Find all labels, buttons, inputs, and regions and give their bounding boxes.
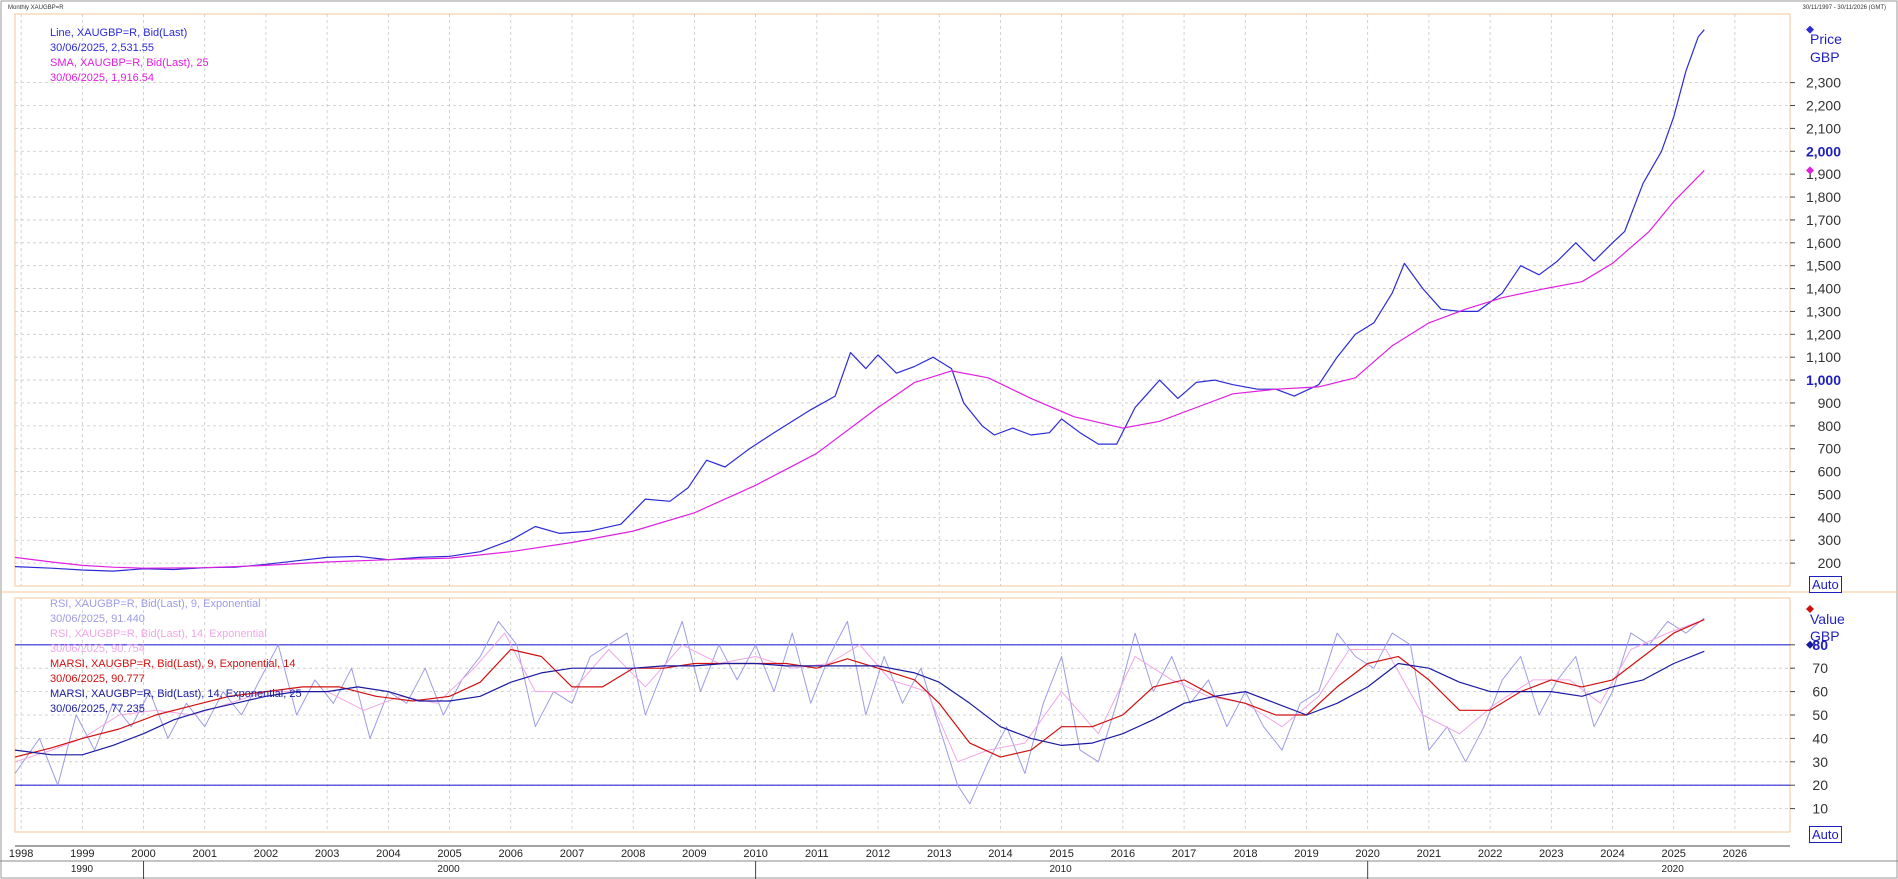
price-y-tick-label: 2,200 [1806, 98, 1841, 114]
legend-entry: MARSI, XAUGBP=R, Bid(Last), 9, Exponenti… [50, 658, 296, 670]
price-y-tick-label: 1,800 [1806, 189, 1841, 205]
x-tick-label: 2022 [1478, 848, 1502, 860]
x-tick-label: 2023 [1539, 848, 1563, 860]
price-y-tick-label: 2,300 [1806, 75, 1841, 91]
price-y-tick-label: 300 [1818, 532, 1842, 548]
last-value-marker [1806, 166, 1814, 175]
price-y-tick-label: 900 [1818, 395, 1842, 411]
rsi-y-tick-label: 60 [1812, 684, 1828, 700]
x-tick-label: 2000 [131, 848, 155, 860]
price-legend: Line, XAUGBP=R, Bid(Last) 30/06/2025, 2,5… [50, 26, 209, 86]
date-range-label: 30/11/1997 - 30/11/2026 (GMT) [1802, 5, 1887, 11]
legend-entry: 30/06/2025, 2,531.55 [50, 42, 154, 54]
price-y-tick-label: 1,400 [1806, 281, 1841, 297]
price-y-tick-label: 1,000 [1806, 372, 1841, 388]
price-auto-scale-button[interactable]: Auto [1809, 576, 1842, 593]
rsi-y-tick-label: 10 [1812, 801, 1828, 817]
series-line-line [14, 29, 1705, 572]
x-tick-label: 2006 [499, 848, 523, 860]
price-y-tick-label: 600 [1818, 464, 1842, 480]
price-y-tick-label: 400 [1818, 509, 1842, 525]
price-y-tick-label: 1,900 [1806, 166, 1841, 182]
price-axis-unit: GBP [1810, 49, 1840, 65]
rsi-y-tick-label: 30 [1812, 754, 1828, 770]
series-line-marsi [14, 650, 1705, 756]
price-y-tick-label: 1,200 [1806, 326, 1841, 342]
price-y-tick-label: 700 [1818, 441, 1842, 457]
price-y-tick-label: 1,700 [1806, 212, 1841, 228]
price-y-tick-label: 1,600 [1806, 235, 1841, 251]
price-axis-title: Price [1810, 31, 1842, 47]
decade-label: 2010 [1049, 864, 1072, 875]
x-tick-label: 2025 [1661, 848, 1685, 860]
x-tick-label: 2008 [621, 848, 645, 860]
x-tick-label: 2012 [866, 848, 890, 860]
rsi-y-tick-label: 40 [1812, 730, 1828, 746]
x-tick-label: 2009 [682, 848, 706, 860]
x-tick-label: 2005 [437, 848, 461, 860]
rsi-y-tick-label: 50 [1812, 707, 1828, 723]
decade-label: 2020 [1662, 864, 1685, 875]
x-tick-label: 2013 [927, 848, 951, 860]
price-y-tick-label: 1,300 [1806, 303, 1841, 319]
rsi-last-value-marker [1806, 605, 1814, 614]
legend-entry: 30/06/2025, 90.777 [50, 673, 145, 685]
rsi-legend: RSI, XAUGBP=R, Bid(Last), 9, Exponential… [50, 597, 302, 717]
rsi-level-marker [1806, 640, 1814, 649]
legend-entry: 30/06/2025, 1,916.54 [50, 72, 154, 84]
price-y-tick-label: 800 [1818, 418, 1842, 434]
legend-entry: 30/06/2025, 90.754 [50, 643, 145, 655]
x-tick-label: 2021 [1417, 848, 1441, 860]
price-y-tick-label: 2,100 [1806, 120, 1841, 136]
x-tick-label: 2011 [805, 848, 829, 860]
x-tick-label: 2018 [1233, 848, 1257, 860]
x-tick-label: 2010 [743, 848, 767, 860]
price-y-tick-label: 1,100 [1806, 349, 1841, 365]
x-tick-label: 1998 [9, 848, 33, 860]
series-line-sma [14, 169, 1705, 569]
x-tick-label: 2024 [1600, 848, 1624, 860]
x-tick-label: 1999 [70, 848, 94, 860]
last-value-marker [1806, 25, 1814, 34]
decade-label: 1990 [71, 864, 94, 875]
legend-entry: SMA, XAUGBP=R, Bid(Last), 25 [50, 57, 209, 69]
x-tick-label: 2004 [376, 848, 400, 860]
x-tick-label: 2026 [1723, 848, 1747, 860]
legend-entry: RSI, XAUGBP=R, Bid(Last), 14, Exponentia… [50, 628, 267, 640]
x-tick-label: 2014 [988, 848, 1012, 860]
rsi-axis-title: Value [1810, 611, 1845, 627]
x-tick-label: 2003 [315, 848, 339, 860]
price-y-tick-label: 500 [1818, 486, 1842, 502]
x-tick-label: 2015 [1049, 848, 1073, 860]
x-tick-label: 2020 [1355, 848, 1379, 860]
x-tick-label: 2007 [560, 848, 584, 860]
decade-label: 2000 [437, 864, 460, 875]
x-tick-label: 2001 [192, 848, 216, 860]
legend-entry: Line, XAUGBP=R, Bid(Last) [50, 27, 188, 39]
legend-entry: MARSI, XAUGBP=R, Bid(Last), 14, Exponent… [50, 688, 302, 700]
price-y-tick-label: 200 [1818, 555, 1842, 571]
x-tick-label: 2002 [254, 848, 278, 860]
chart-title-left: Monthly XAUGBP=R [8, 5, 64, 11]
rsi-auto-scale-button[interactable]: Auto [1809, 826, 1842, 843]
legend-entry: 30/06/2025, 91.440 [50, 613, 145, 625]
price-plot-border [14, 13, 1791, 587]
rsi-y-tick-label: 20 [1812, 777, 1828, 793]
legend-entry: RSI, XAUGBP=R, Bid(Last), 9, Exponential [50, 598, 261, 610]
price-y-tick-label: 1,500 [1806, 258, 1841, 274]
series-line-marsi [14, 619, 1705, 758]
legend-entry: 30/06/2025, 77.235 [50, 703, 145, 715]
x-tick-label: 2017 [1172, 848, 1196, 860]
x-tick-label: 2016 [1111, 848, 1135, 860]
rsi-y-tick-label: 80 [1812, 637, 1828, 653]
rsi-axis-unit: GBP [1810, 628, 1840, 644]
price-y-tick-label: 2,000 [1806, 143, 1841, 159]
rsi-y-tick-label: 70 [1812, 660, 1828, 676]
x-tick-label: 2019 [1294, 848, 1318, 860]
